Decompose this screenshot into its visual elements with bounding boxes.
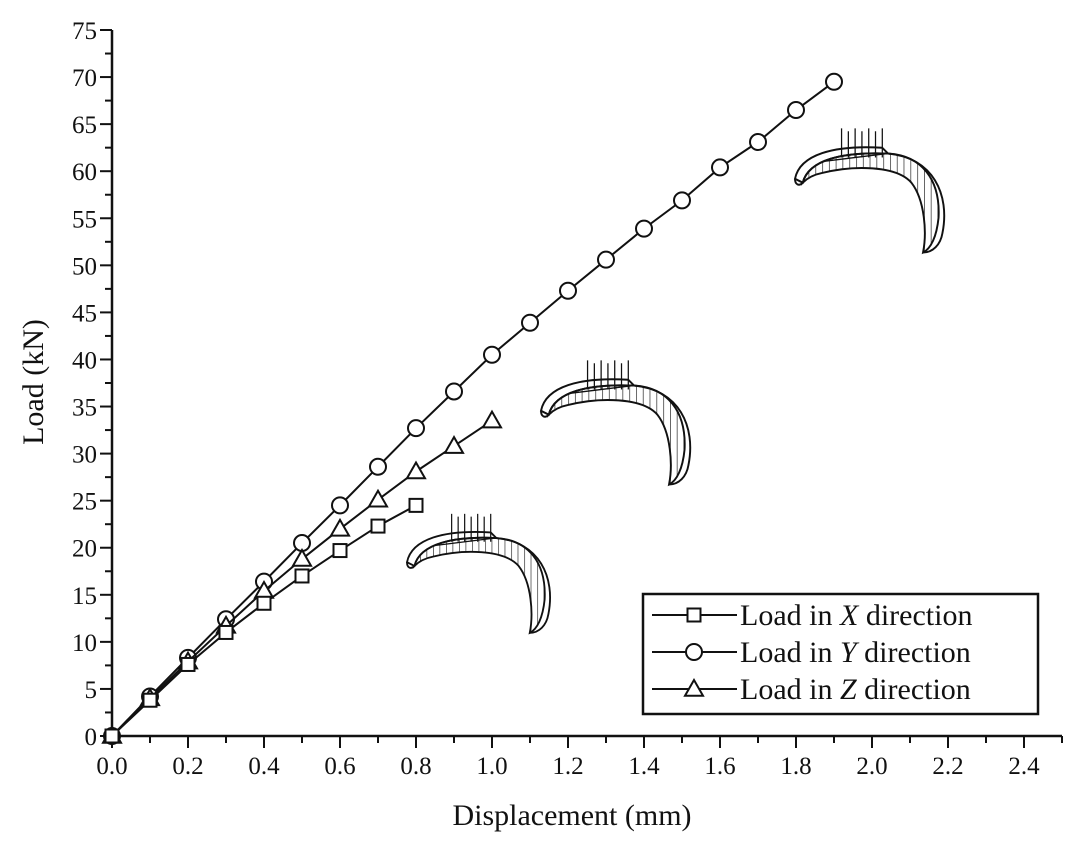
data-point [559, 281, 577, 300]
data-point [787, 101, 805, 120]
data-point [749, 133, 767, 152]
data-point [597, 250, 615, 269]
data-point [825, 72, 843, 91]
y-tick-label: 15 [72, 583, 97, 610]
data-point [483, 345, 501, 364]
x-tick-label: 1.6 [704, 753, 735, 780]
legend-label: Load in X direction [740, 599, 972, 632]
data-point [180, 656, 196, 672]
data-point [673, 191, 691, 210]
y-tick-label: 0 [85, 724, 98, 751]
data-point [367, 488, 389, 508]
x-tick-label: 0.0 [96, 753, 127, 780]
data-point [142, 692, 158, 708]
legend-marker [685, 643, 703, 661]
y-tick-label: 30 [72, 442, 97, 469]
y-tick-label: 65 [72, 112, 97, 139]
data-point [635, 219, 653, 238]
x-tick-label: 0.2 [172, 753, 203, 780]
series-x [104, 497, 424, 744]
x-axis-ticks: 0.0 0.2 0.4 0.6 0.8 1.0 1.2 1.4 1.6 1.8 2.0 2.2 2.4 [96, 736, 1063, 780]
y-tick-label: 50 [72, 253, 97, 280]
y-axis-ticks: 0 5 10 15 20 25 30 35 40 45 50 55 60 65 70 75 [72, 18, 112, 751]
y-tick-label: 45 [72, 300, 97, 327]
shell-model-y-load-icon [793, 128, 946, 255]
y-tick-label: 55 [72, 206, 97, 233]
x-tick-label: 0.4 [248, 753, 280, 780]
data-point [711, 158, 729, 177]
y-tick-label: 60 [72, 159, 97, 186]
y-tick-label: 40 [72, 347, 97, 374]
data-point [408, 497, 424, 513]
data-point [405, 460, 427, 480]
y-tick-label: 75 [72, 18, 97, 45]
legend-marker [686, 607, 702, 623]
data-point [407, 419, 425, 438]
data-point [521, 313, 539, 332]
shell-model-z-load-icon [539, 360, 692, 487]
data-point [369, 457, 387, 476]
data-point [294, 568, 310, 584]
y-tick-label: 5 [85, 677, 98, 704]
y-tick-label: 25 [72, 489, 97, 516]
legend: Load in X direction Load in Y direction Lo… [641, 592, 1040, 716]
data-point [218, 624, 234, 640]
data-point [481, 409, 503, 429]
shell-illustrations [405, 128, 946, 635]
x-tick-label: 0.8 [400, 753, 431, 780]
y-tick-label: 35 [72, 395, 97, 422]
x-tick-label: 1.0 [476, 753, 507, 780]
legend-item-z: Load in Z direction [652, 673, 971, 706]
y-axis-title: Load (kN) [17, 319, 50, 445]
x-tick-label: 2.2 [932, 753, 963, 780]
x-tick-label: 1.2 [552, 753, 583, 780]
data-point [291, 548, 313, 567]
data-point [332, 543, 348, 559]
legend-marker [683, 677, 705, 697]
data-point [331, 496, 349, 515]
data-point [329, 517, 351, 537]
y-tick-label: 70 [72, 65, 97, 92]
data-point [443, 435, 465, 454]
x-axis-title: Displacement (mm) [452, 799, 691, 832]
legend-item-y: Load in Y direction [652, 636, 971, 669]
data-point [445, 382, 463, 401]
y-tick-label: 10 [72, 630, 97, 657]
x-tick-label: 1.8 [780, 753, 811, 780]
series-y [103, 72, 843, 745]
legend-label: Load in Y direction [740, 636, 971, 669]
series-layer [101, 72, 843, 745]
x-tick-label: 1.4 [628, 753, 660, 780]
data-point [370, 518, 386, 534]
data-point [104, 728, 120, 744]
x-tick-label: 2.4 [1008, 753, 1040, 780]
y-tick-label: 20 [72, 536, 97, 563]
data-point [256, 595, 272, 611]
x-tick-label: 0.6 [324, 753, 355, 780]
shell-model-x-load-icon [405, 513, 551, 635]
legend-item-x: Load in X direction [652, 599, 972, 632]
legend-label: Load in Z direction [740, 673, 971, 706]
x-tick-label: 2.0 [856, 753, 887, 780]
